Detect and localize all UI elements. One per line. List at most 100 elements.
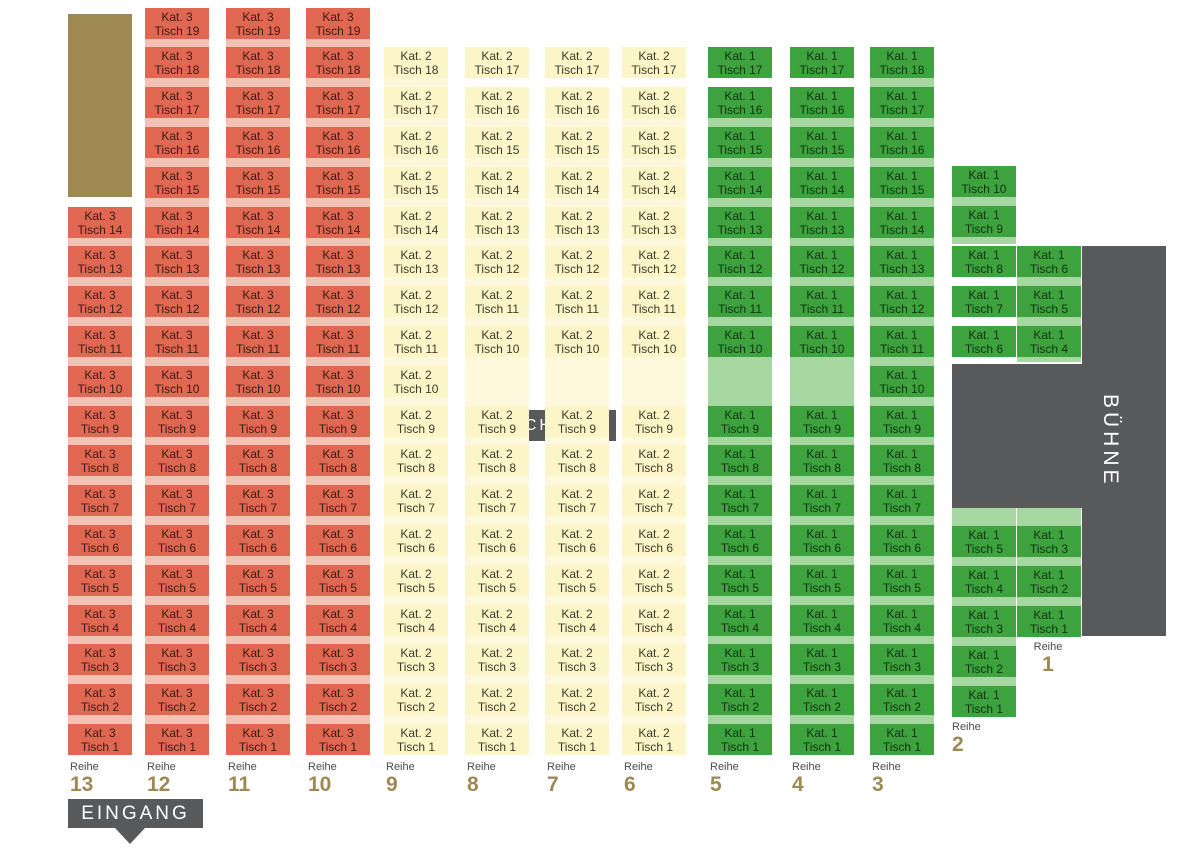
table-seat[interactable]: Kat. 2 Tisch 12 (465, 246, 529, 277)
table-seat[interactable]: Kat. 3 Tisch 3 (226, 644, 290, 675)
table-seat[interactable]: Kat. 1 Tisch 4 (952, 566, 1016, 597)
table-seat[interactable]: Kat. 3 Tisch 6 (226, 525, 290, 556)
table-seat[interactable]: Kat. 3 Tisch 15 (145, 167, 209, 198)
table-seat[interactable]: Kat. 1 Tisch 4 (708, 605, 772, 636)
table-seat[interactable]: Kat. 1 Tisch 1 (952, 686, 1016, 717)
table-seat[interactable]: Kat. 3 Tisch 2 (68, 684, 132, 715)
table-seat[interactable]: Kat. 2 Tisch 13 (622, 207, 686, 238)
table-seat[interactable]: Kat. 2 Tisch 17 (622, 47, 686, 78)
table-seat[interactable]: Kat. 2 Tisch 10 (384, 366, 448, 397)
table-seat[interactable]: Kat. 2 Tisch 16 (545, 87, 609, 118)
table-seat[interactable]: Kat. 1 Tisch 6 (870, 525, 934, 556)
table-seat[interactable]: Kat. 3 Tisch 8 (306, 445, 370, 476)
table-seat[interactable]: Kat. 3 Tisch 5 (226, 565, 290, 596)
table-seat[interactable]: Kat. 3 Tisch 13 (68, 246, 132, 277)
table-seat[interactable]: Kat. 3 Tisch 13 (145, 246, 209, 277)
table-seat[interactable]: Kat. 1 Tisch 2 (952, 646, 1016, 677)
table-seat[interactable]: Kat. 1 Tisch 3 (1017, 526, 1081, 557)
table-seat[interactable]: Kat. 2 Tisch 8 (465, 445, 529, 476)
table-seat[interactable]: Kat. 3 Tisch 2 (145, 684, 209, 715)
table-seat[interactable]: Kat. 3 Tisch 3 (306, 644, 370, 675)
table-seat[interactable]: Kat. 3 Tisch 9 (145, 406, 209, 437)
table-seat[interactable]: Kat. 1 Tisch 11 (708, 286, 772, 317)
table-seat[interactable]: Kat. 2 Tisch 3 (545, 644, 609, 675)
table-seat[interactable]: Kat. 1 Tisch 6 (790, 525, 854, 556)
table-seat[interactable]: Kat. 3 Tisch 1 (68, 724, 132, 755)
table-seat[interactable]: Kat. 2 Tisch 13 (465, 207, 529, 238)
table-seat[interactable]: Kat. 3 Tisch 5 (68, 565, 132, 596)
table-seat[interactable]: Kat. 2 Tisch 6 (622, 525, 686, 556)
table-seat[interactable]: Kat. 2 Tisch 2 (622, 684, 686, 715)
table-seat[interactable]: Kat. 1 Tisch 8 (952, 246, 1016, 277)
table-seat[interactable]: Kat. 3 Tisch 7 (306, 485, 370, 516)
table-seat[interactable]: Kat. 3 Tisch 9 (68, 406, 132, 437)
table-seat[interactable]: Kat. 2 Tisch 11 (545, 286, 609, 317)
table-seat[interactable]: Kat. 1 Tisch 9 (790, 406, 854, 437)
table-seat[interactable]: Kat. 1 Tisch 13 (870, 246, 934, 277)
table-seat[interactable]: Kat. 1 Tisch 11 (870, 326, 934, 357)
table-seat[interactable]: Kat. 1 Tisch 2 (708, 684, 772, 715)
table-seat[interactable]: Kat. 3 Tisch 1 (145, 724, 209, 755)
table-seat[interactable]: Kat. 1 Tisch 9 (708, 406, 772, 437)
table-seat[interactable]: Kat. 2 Tisch 14 (545, 167, 609, 198)
table-seat[interactable]: Kat. 2 Tisch 14 (465, 167, 529, 198)
table-seat[interactable]: Kat. 1 Tisch 2 (870, 684, 934, 715)
table-seat[interactable]: Kat. 2 Tisch 1 (384, 724, 448, 755)
table-seat[interactable]: Kat. 2 Tisch 16 (465, 87, 529, 118)
table-seat[interactable]: Kat. 2 Tisch 8 (545, 445, 609, 476)
table-seat[interactable]: Kat. 3 Tisch 15 (226, 167, 290, 198)
table-seat[interactable]: Kat. 3 Tisch 19 (306, 8, 370, 39)
table-seat[interactable]: Kat. 3 Tisch 7 (226, 485, 290, 516)
table-seat[interactable]: Kat. 2 Tisch 4 (465, 605, 529, 636)
table-seat[interactable]: Kat. 1 Tisch 16 (708, 87, 772, 118)
table-seat[interactable]: Kat. 1 Tisch 5 (790, 565, 854, 596)
table-seat[interactable]: Kat. 2 Tisch 12 (545, 246, 609, 277)
table-seat[interactable]: Kat. 1 Tisch 13 (708, 207, 772, 238)
table-seat[interactable]: Kat. 2 Tisch 1 (545, 724, 609, 755)
table-seat[interactable]: Kat. 2 Tisch 15 (465, 127, 529, 158)
table-seat[interactable]: Kat. 3 Tisch 11 (68, 326, 132, 357)
table-seat[interactable]: Kat. 3 Tisch 10 (306, 366, 370, 397)
table-seat[interactable]: Kat. 1 Tisch 6 (1017, 246, 1081, 277)
table-seat[interactable]: Kat. 2 Tisch 8 (384, 445, 448, 476)
table-seat[interactable]: Kat. 3 Tisch 9 (226, 406, 290, 437)
table-seat[interactable]: Kat. 3 Tisch 1 (306, 724, 370, 755)
table-seat[interactable]: Kat. 3 Tisch 16 (226, 127, 290, 158)
table-seat[interactable]: Kat. 2 Tisch 10 (545, 326, 609, 357)
table-seat[interactable]: Kat. 2 Tisch 15 (384, 167, 448, 198)
table-seat[interactable]: Kat. 2 Tisch 17 (384, 87, 448, 118)
table-seat[interactable]: Kat. 2 Tisch 13 (384, 246, 448, 277)
table-seat[interactable]: Kat. 3 Tisch 15 (306, 167, 370, 198)
table-seat[interactable]: Kat. 1 Tisch 2 (790, 684, 854, 715)
table-seat[interactable]: Kat. 2 Tisch 14 (622, 167, 686, 198)
table-seat[interactable]: Kat. 3 Tisch 4 (68, 605, 132, 636)
table-seat[interactable]: Kat. 1 Tisch 17 (870, 87, 934, 118)
table-seat[interactable]: Kat. 3 Tisch 7 (68, 485, 132, 516)
table-seat[interactable]: Kat. 1 Tisch 15 (708, 127, 772, 158)
table-seat[interactable]: Kat. 3 Tisch 14 (226, 207, 290, 238)
table-seat[interactable]: Kat. 2 Tisch 5 (384, 565, 448, 596)
table-seat[interactable]: Kat. 3 Tisch 12 (306, 286, 370, 317)
table-seat[interactable]: Kat. 2 Tisch 7 (545, 485, 609, 516)
table-seat[interactable]: Kat. 3 Tisch 16 (306, 127, 370, 158)
table-seat[interactable]: Kat. 2 Tisch 6 (465, 525, 529, 556)
table-seat[interactable]: Kat. 2 Tisch 16 (622, 87, 686, 118)
table-seat[interactable]: Kat. 2 Tisch 2 (465, 684, 529, 715)
table-seat[interactable]: Kat. 3 Tisch 6 (306, 525, 370, 556)
table-seat[interactable]: Kat. 1 Tisch 8 (708, 445, 772, 476)
table-seat[interactable]: Kat. 2 Tisch 5 (465, 565, 529, 596)
table-seat[interactable]: Kat. 1 Tisch 5 (952, 526, 1016, 557)
table-seat[interactable]: Kat. 3 Tisch 10 (68, 366, 132, 397)
table-seat[interactable]: Kat. 2 Tisch 11 (384, 326, 448, 357)
table-seat[interactable]: Kat. 1 Tisch 16 (870, 127, 934, 158)
table-seat[interactable]: Kat. 2 Tisch 15 (545, 127, 609, 158)
table-seat[interactable]: Kat. 2 Tisch 13 (545, 207, 609, 238)
table-seat[interactable]: Kat. 2 Tisch 1 (465, 724, 529, 755)
table-seat[interactable]: Kat. 2 Tisch 5 (622, 565, 686, 596)
table-seat[interactable]: Kat. 3 Tisch 18 (145, 47, 209, 78)
table-seat[interactable]: Kat. 2 Tisch 9 (622, 406, 686, 437)
table-seat[interactable]: Kat. 2 Tisch 3 (384, 644, 448, 675)
table-seat[interactable]: Kat. 1 Tisch 10 (870, 366, 934, 397)
table-seat[interactable]: Kat. 2 Tisch 7 (465, 485, 529, 516)
table-seat[interactable]: Kat. 2 Tisch 9 (545, 406, 609, 437)
